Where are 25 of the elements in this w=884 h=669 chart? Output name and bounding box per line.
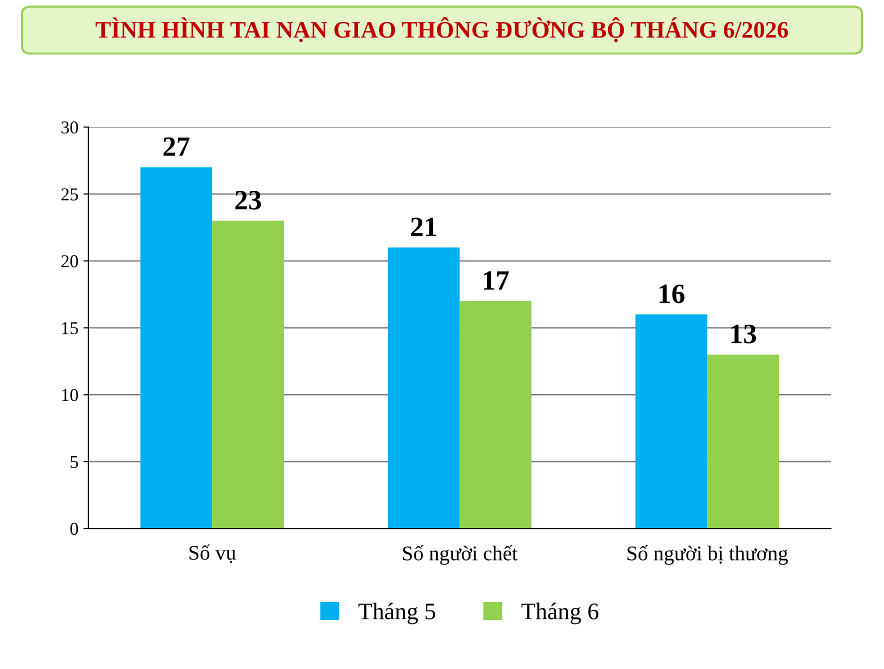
bar [388, 248, 460, 529]
bar [212, 220, 284, 529]
legend-label: Tháng 5 [358, 602, 436, 624]
y-tick-label: 20 [61, 255, 78, 268]
bar [707, 354, 779, 529]
chart-title: TÌNH HÌNH TAI NẠN GIAO THÔNG ĐƯỜNG BỘ THÁNG 6/2026 [96, 17, 788, 42]
y-tick-label: 15 [62, 322, 78, 334]
bar [460, 301, 532, 529]
y-tick-label: 25 [61, 188, 78, 200]
y-tick-label: 10 [62, 388, 78, 402]
data-label: 23 [235, 190, 261, 210]
x-tick-label: Số người bị thương [628, 545, 788, 565]
bar [635, 314, 708, 529]
data-label: 13 [731, 324, 756, 344]
legend-label: Tháng 6 [521, 602, 598, 624]
y-tick-label: 30 [61, 121, 78, 134]
data-label: 21 [411, 218, 436, 236]
bar [140, 167, 212, 529]
x-tick-label: Số người chết [403, 545, 518, 565]
data-label: 16 [660, 284, 684, 304]
data-label: 27 [164, 137, 190, 156]
x-tick-label: Số vụ [190, 544, 236, 564]
data-label: 17 [484, 271, 509, 290]
y-tick-label: 0 [70, 522, 78, 535]
y-tick-label: 5 [70, 456, 78, 468]
